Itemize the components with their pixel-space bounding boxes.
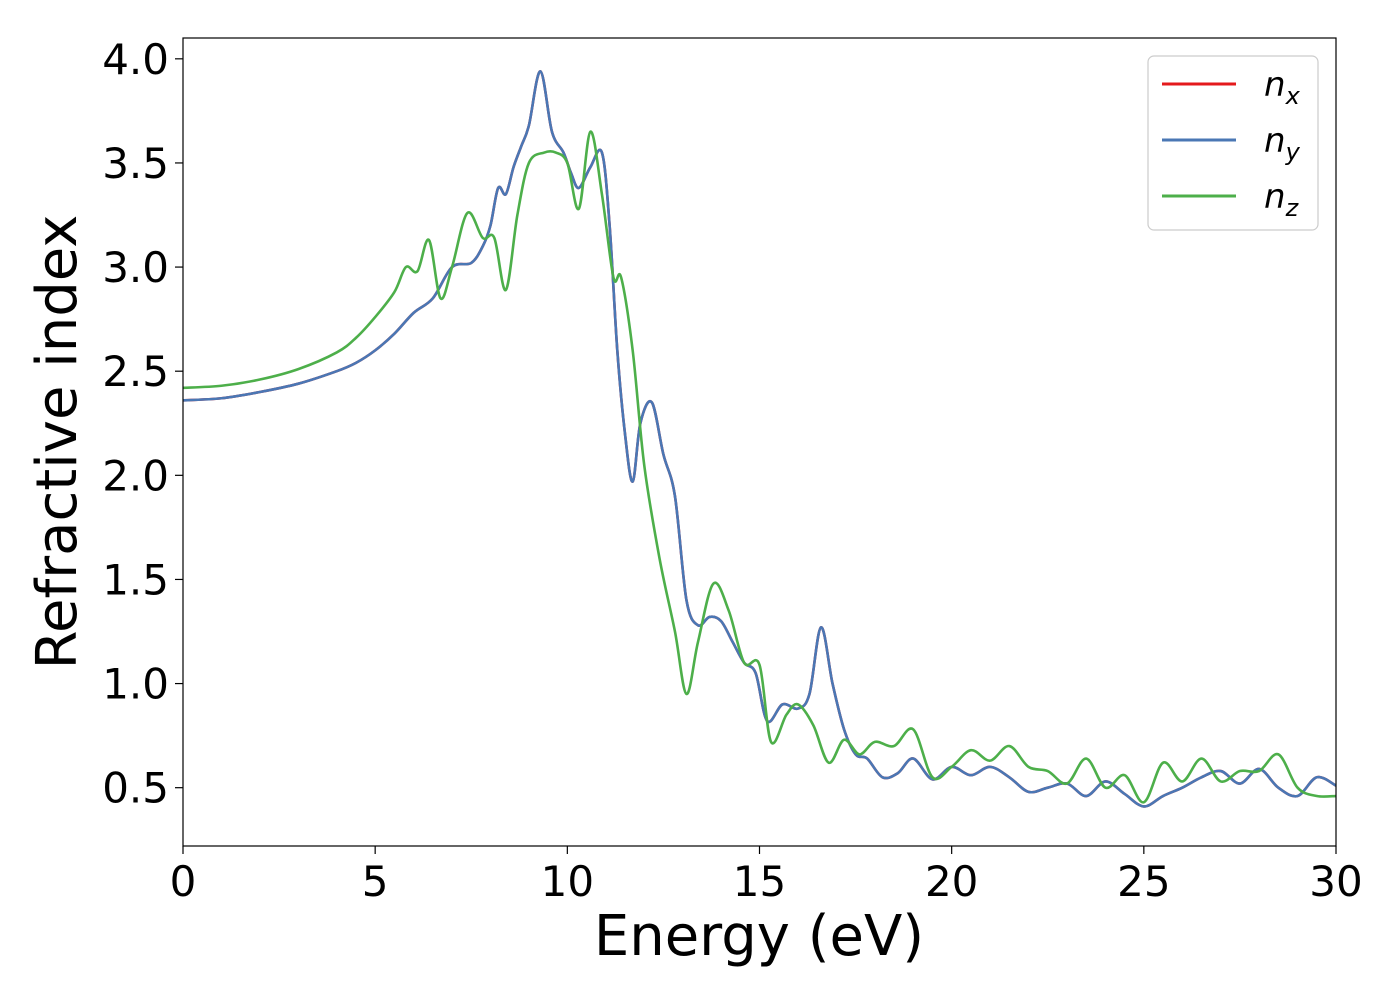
series-layer: [183, 70, 1336, 808]
y-tick-label: 0.5: [102, 764, 169, 813]
legend-label-y: ny: [1264, 121, 1301, 166]
y-axis-label: Refractive index: [25, 215, 90, 670]
x-tick-label: 25: [1117, 857, 1170, 906]
legend-box: [1147, 55, 1319, 231]
x-tick-label: 5: [362, 857, 389, 906]
y-tick-label: 3.0: [102, 243, 169, 292]
x-axis: 0 5 10 15 20 25 30: [170, 846, 1363, 906]
x-tick-label: 10: [541, 857, 594, 906]
y-tick-label: 3.5: [102, 139, 169, 188]
x-axis-label: Energy (eV): [594, 904, 924, 969]
y-tick-label: 1.5: [102, 555, 169, 604]
y-tick-label: 1.0: [102, 660, 169, 709]
x-tick-label: 20: [925, 857, 978, 906]
y-tick-label: 2.5: [102, 347, 169, 396]
y-tick-label: 2.0: [102, 451, 169, 500]
legend-label-x: nx: [1264, 65, 1301, 110]
y-axis: 0.5 1.0 1.5 2.0 2.5 3.0 3.5 4.0: [102, 35, 183, 813]
x-tick-label: 15: [733, 857, 786, 906]
series-line-z: [183, 130, 1336, 804]
y-tick-label: 4.0: [102, 35, 169, 84]
x-tick-label: 30: [1309, 857, 1362, 906]
legend-label-z: nz: [1264, 177, 1300, 222]
legend: nx ny nz: [1147, 55, 1319, 231]
x-tick-label: 0: [170, 857, 197, 906]
